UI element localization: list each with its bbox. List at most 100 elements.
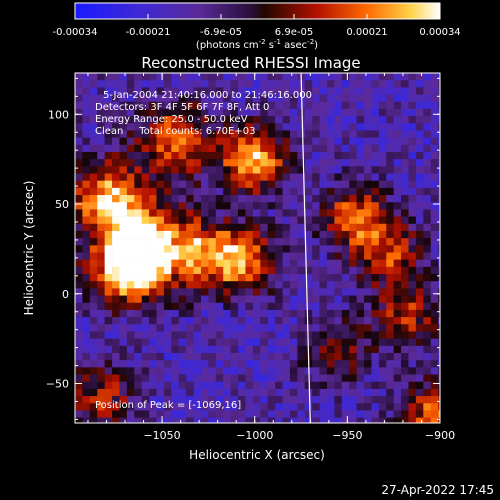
heatmap-cell: [430, 87, 439, 95]
heatmap-cell: [371, 166, 380, 174]
heatmap-cell: [238, 151, 246, 160]
heatmap-cell: [171, 417, 180, 423]
heatmap-cell: [386, 281, 394, 289]
heatmap-cell: [312, 195, 320, 203]
heatmap-cell: [178, 166, 187, 174]
heatmap-cell: [97, 403, 105, 411]
heatmap-cell: [282, 123, 291, 131]
heatmap-cell: [238, 266, 246, 275]
heatmap-cell: [223, 101, 231, 110]
heatmap-cell: [238, 137, 246, 146]
heatmap-cell: [134, 230, 142, 239]
heatmap-cell: [260, 137, 268, 146]
heatmap-cell: [423, 345, 432, 354]
heatmap-cell: [126, 302, 135, 311]
heatmap-cell: [238, 123, 246, 131]
heatmap-cell: [364, 274, 372, 282]
heatmap-cell: [193, 187, 202, 196]
heatmap-cell: [297, 324, 306, 332]
heatmap-cell: [267, 302, 276, 311]
heatmap-cell: [134, 180, 142, 189]
heatmap-cell: [75, 238, 83, 246]
heatmap-cell: [193, 403, 202, 411]
heatmap-cell: [415, 252, 424, 260]
heatmap-cell: [89, 360, 98, 368]
heatmap-cell: [104, 345, 113, 354]
heatmap-cell: [267, 388, 276, 397]
heatmap-cell: [156, 338, 165, 347]
heatmap-cell: [423, 417, 432, 423]
heatmap-cell: [141, 302, 150, 311]
heatmap-cell: [104, 130, 113, 138]
heatmap-cell: [386, 173, 394, 181]
heatmap-cell: [156, 144, 165, 153]
heatmap-cell: [163, 230, 172, 239]
heatmap-cell: [289, 166, 298, 174]
heatmap-cell: [75, 403, 83, 411]
heatmap-cell: [289, 130, 298, 138]
heatmap-cell: [334, 281, 343, 289]
heatmap-cell: [245, 116, 254, 124]
heatmap-cell: [163, 202, 172, 210]
heatmap-cell: [415, 173, 424, 181]
heatmap-cell: [89, 324, 98, 332]
heatmap-cell: [393, 295, 402, 304]
heatmap-cell: [134, 101, 142, 110]
heatmap-cell: [193, 345, 202, 354]
heatmap-cell: [334, 396, 343, 404]
heatmap-cell: [230, 345, 239, 354]
heatmap-cell: [193, 202, 202, 210]
colorbar-tick-label: 0.00034: [419, 27, 460, 38]
heatmap-cell: [112, 159, 120, 167]
heatmap-cell: [289, 259, 298, 268]
heatmap-cell: [378, 245, 387, 253]
heatmap-cell: [193, 302, 202, 311]
heatmap-cell: [238, 209, 246, 217]
heatmap-cell: [89, 94, 98, 103]
heatmap-cell: [438, 137, 440, 146]
heatmap-cell: [75, 151, 83, 160]
heatmap-cell: [260, 73, 268, 81]
heatmap-cell: [319, 151, 328, 160]
heatmap-cell: [141, 281, 150, 289]
heatmap-cell: [215, 374, 224, 383]
heatmap-cell: [438, 116, 440, 124]
heatmap-cell: [334, 367, 343, 375]
heatmap-cell: [119, 374, 128, 383]
heatmap-cell: [334, 252, 343, 260]
heatmap-cell: [200, 80, 209, 88]
heatmap-cell: [75, 309, 83, 318]
heatmap-cell: [378, 94, 387, 103]
heatmap-cell: [297, 159, 306, 167]
heatmap-cell: [134, 137, 142, 146]
heatmap-cell: [378, 173, 387, 181]
heatmap-cell: [193, 388, 202, 397]
heatmap-cell: [75, 230, 83, 239]
heatmap-cell: [438, 353, 440, 361]
heatmap-cell: [215, 274, 224, 282]
heatmap-cell: [430, 173, 439, 181]
heatmap-cell: [75, 137, 83, 146]
heatmap-cell: [230, 137, 239, 146]
heatmap-cell: [171, 302, 180, 311]
heatmap-cell: [334, 324, 343, 332]
heatmap-cell: [119, 144, 128, 153]
heatmap-cell: [378, 238, 387, 246]
heatmap-cell: [104, 87, 113, 95]
heatmap-cell: [393, 353, 402, 361]
heatmap-cell: [430, 317, 439, 325]
heatmap-cell: [378, 144, 387, 153]
heatmap-cell: [134, 353, 142, 361]
heatmap-cell: [230, 388, 239, 397]
heatmap-cell: [438, 166, 440, 174]
heatmap-cell: [200, 345, 209, 354]
heatmap-cell: [267, 252, 276, 260]
heatmap-cell: [200, 410, 209, 418]
heatmap-cell: [326, 274, 335, 282]
heatmap-cell: [112, 381, 120, 390]
heatmap-cell: [156, 80, 165, 88]
heatmap-cell: [364, 238, 372, 246]
heatmap-cell: [304, 417, 313, 423]
heatmap-cell: [371, 317, 380, 325]
